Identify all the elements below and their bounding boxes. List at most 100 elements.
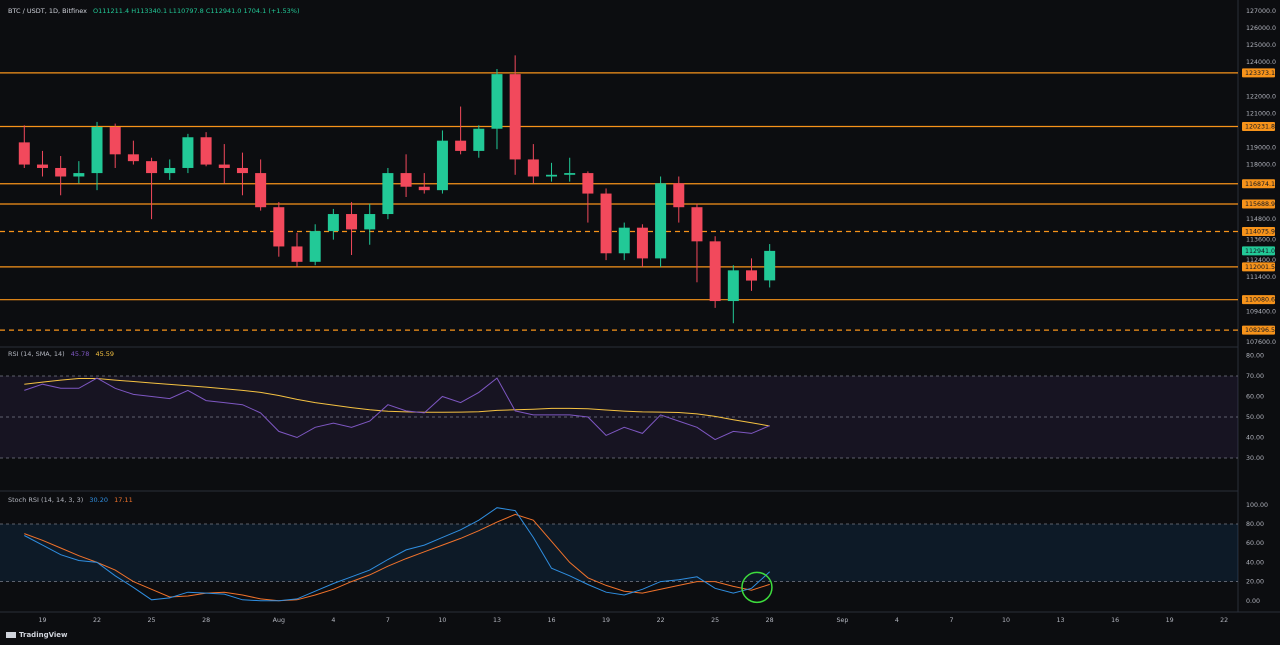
candle-body: [418, 186, 430, 191]
time-tick-label: 22: [657, 617, 665, 624]
level-price-label: 114075.9: [1245, 229, 1275, 236]
candle-body: [146, 161, 158, 174]
time-tick-label: 4: [895, 617, 899, 624]
level-price-label: 120231.8: [1245, 123, 1275, 130]
time-tick-label: 13: [1057, 617, 1065, 624]
level-price-label-bg: [1242, 325, 1275, 335]
stoch-k-legend-value: 30.20: [89, 496, 109, 504]
level-price-label: 110080.6: [1245, 297, 1275, 304]
price-tick-label: 113600.0: [1246, 237, 1276, 244]
time-tick-label: 25: [711, 617, 719, 624]
time-tick-label: 4: [331, 617, 335, 624]
rsi-line: [24, 377, 770, 441]
stoch-tick-label: 60.00: [1246, 540, 1264, 547]
stoch-band: [0, 524, 1238, 582]
time-tick-label: 28: [202, 617, 210, 624]
candle-body: [436, 140, 448, 191]
level-price-label: 123373.1: [1245, 70, 1275, 77]
candle-body: [255, 173, 267, 208]
price-tick-label: 109400.0: [1246, 308, 1276, 315]
candle-body: [636, 227, 648, 259]
time-tick-label: 28: [766, 617, 774, 624]
rsi-legend: RSI (14, SMA, 14) 45.78 45.59: [8, 350, 118, 358]
candle-body: [400, 173, 412, 187]
time-tick-label: 16: [548, 617, 556, 624]
level-price-label-bg: [1242, 199, 1275, 209]
price-tick-label: 114800.0: [1246, 216, 1276, 223]
price-tick-label: 124000.0: [1246, 59, 1276, 66]
time-tick-label: 10: [1002, 617, 1010, 624]
rsi-tick-label: 50.00: [1246, 414, 1264, 421]
time-tick-label: 25: [148, 617, 156, 624]
candle-body: [218, 164, 230, 168]
price-tick-label: 121000.0: [1246, 110, 1276, 117]
last-price-label-bg: [1242, 246, 1275, 256]
price-tick-label: 111400.0: [1246, 274, 1276, 281]
candle-body: [364, 214, 376, 230]
candle-body: [491, 74, 503, 129]
candle-body: [527, 159, 539, 177]
candle-body: [327, 214, 339, 232]
rsi-legend-title: RSI (14, SMA, 14): [8, 350, 65, 358]
candle-body: [55, 167, 67, 177]
symbol-label: BTC / USDT, 1D, Bitfinex: [8, 7, 87, 15]
candle-body: [382, 173, 394, 215]
stoch-tick-label: 0.00: [1246, 598, 1260, 605]
level-price-label: 115688.9: [1245, 201, 1275, 208]
rsi-tick-label: 30.00: [1246, 455, 1264, 462]
main-legend: BTC / USDT, 1D, Bitfinex O111211.4 H1133…: [8, 7, 303, 15]
candle-body: [691, 207, 703, 242]
level-price-label-bg: [1242, 262, 1275, 272]
rsi-legend-value: 45.78: [70, 350, 90, 358]
candle-body: [91, 127, 103, 174]
candle-body: [309, 231, 321, 262]
price-tick-label: 112400.0: [1246, 257, 1276, 264]
time-tick-label: 7: [386, 617, 390, 624]
stoch-tick-label: 40.00: [1246, 559, 1264, 566]
rsi-tick-label: 40.00: [1246, 435, 1264, 442]
highlight-circle: [741, 571, 773, 604]
price-tick-label: 125000.0: [1246, 42, 1276, 49]
candle-body: [18, 142, 30, 165]
candle-body: [673, 183, 685, 208]
time-tick-label: 19: [38, 617, 46, 624]
time-tick-label: 13: [493, 617, 501, 624]
price-tick-label: 118000.0: [1246, 162, 1276, 169]
rsi-tick-label: 60.00: [1246, 394, 1264, 401]
price-tick-label: 127000.0: [1246, 8, 1276, 15]
tradingview-icon: [6, 632, 16, 638]
candle-body: [109, 127, 121, 155]
candle-body: [709, 241, 721, 302]
ohlc-values: O111211.4 H113340.1 L110797.8 C112941.0 …: [93, 7, 300, 15]
level-price-label-bg: [1242, 295, 1275, 305]
tradingview-logo-text: TradingView: [19, 631, 68, 639]
stoch-k-line: [24, 507, 771, 602]
time-tick-label: 19: [602, 617, 610, 624]
stoch-legend-title: Stoch RSI (14, 14, 3, 3): [8, 496, 84, 504]
candle-body: [473, 128, 485, 151]
time-tick-label: 22: [93, 617, 101, 624]
candle-body: [655, 183, 667, 259]
price-tick-label: 122000.0: [1246, 93, 1276, 100]
tradingview-logo[interactable]: TradingView: [6, 631, 68, 639]
price-tick-label: 119000.0: [1246, 144, 1276, 151]
time-tick-label: 10: [438, 617, 446, 624]
level-price-label-bg: [1242, 227, 1275, 237]
stoch-tick-label: 20.00: [1246, 579, 1264, 586]
candle-body: [73, 173, 85, 177]
level-price-label-bg: [1242, 121, 1275, 131]
candle-body: [182, 137, 194, 168]
stoch-d-line: [24, 513, 770, 602]
rsi-tick-label: 80.00: [1246, 353, 1264, 360]
candle-body: [200, 137, 212, 165]
candle-body: [164, 167, 176, 174]
candle-body: [564, 173, 576, 175]
time-tick-label: 19: [1166, 617, 1174, 624]
candle-body: [546, 174, 558, 177]
time-tick-label: 22: [1220, 617, 1228, 624]
candle-body: [727, 270, 739, 302]
price-tick-label: 107600.0: [1246, 339, 1276, 346]
level-price-label: 116874.1: [1245, 181, 1275, 188]
stoch-tick-label: 100.00: [1246, 502, 1268, 509]
